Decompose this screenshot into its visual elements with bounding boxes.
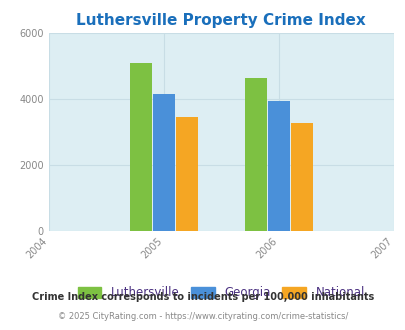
- Bar: [290, 123, 312, 231]
- Bar: [129, 63, 151, 231]
- Bar: [244, 78, 266, 231]
- Legend: Luthersville, Georgia, National: Luthersville, Georgia, National: [72, 280, 370, 305]
- Text: © 2025 CityRating.com - https://www.cityrating.com/crime-statistics/: © 2025 CityRating.com - https://www.city…: [58, 312, 347, 321]
- Bar: [175, 117, 197, 231]
- Title: Luthersville Property Crime Index: Luthersville Property Crime Index: [76, 13, 365, 28]
- Bar: [152, 94, 175, 231]
- Bar: [267, 101, 289, 231]
- Text: Crime Index corresponds to incidents per 100,000 inhabitants: Crime Index corresponds to incidents per…: [32, 292, 373, 302]
